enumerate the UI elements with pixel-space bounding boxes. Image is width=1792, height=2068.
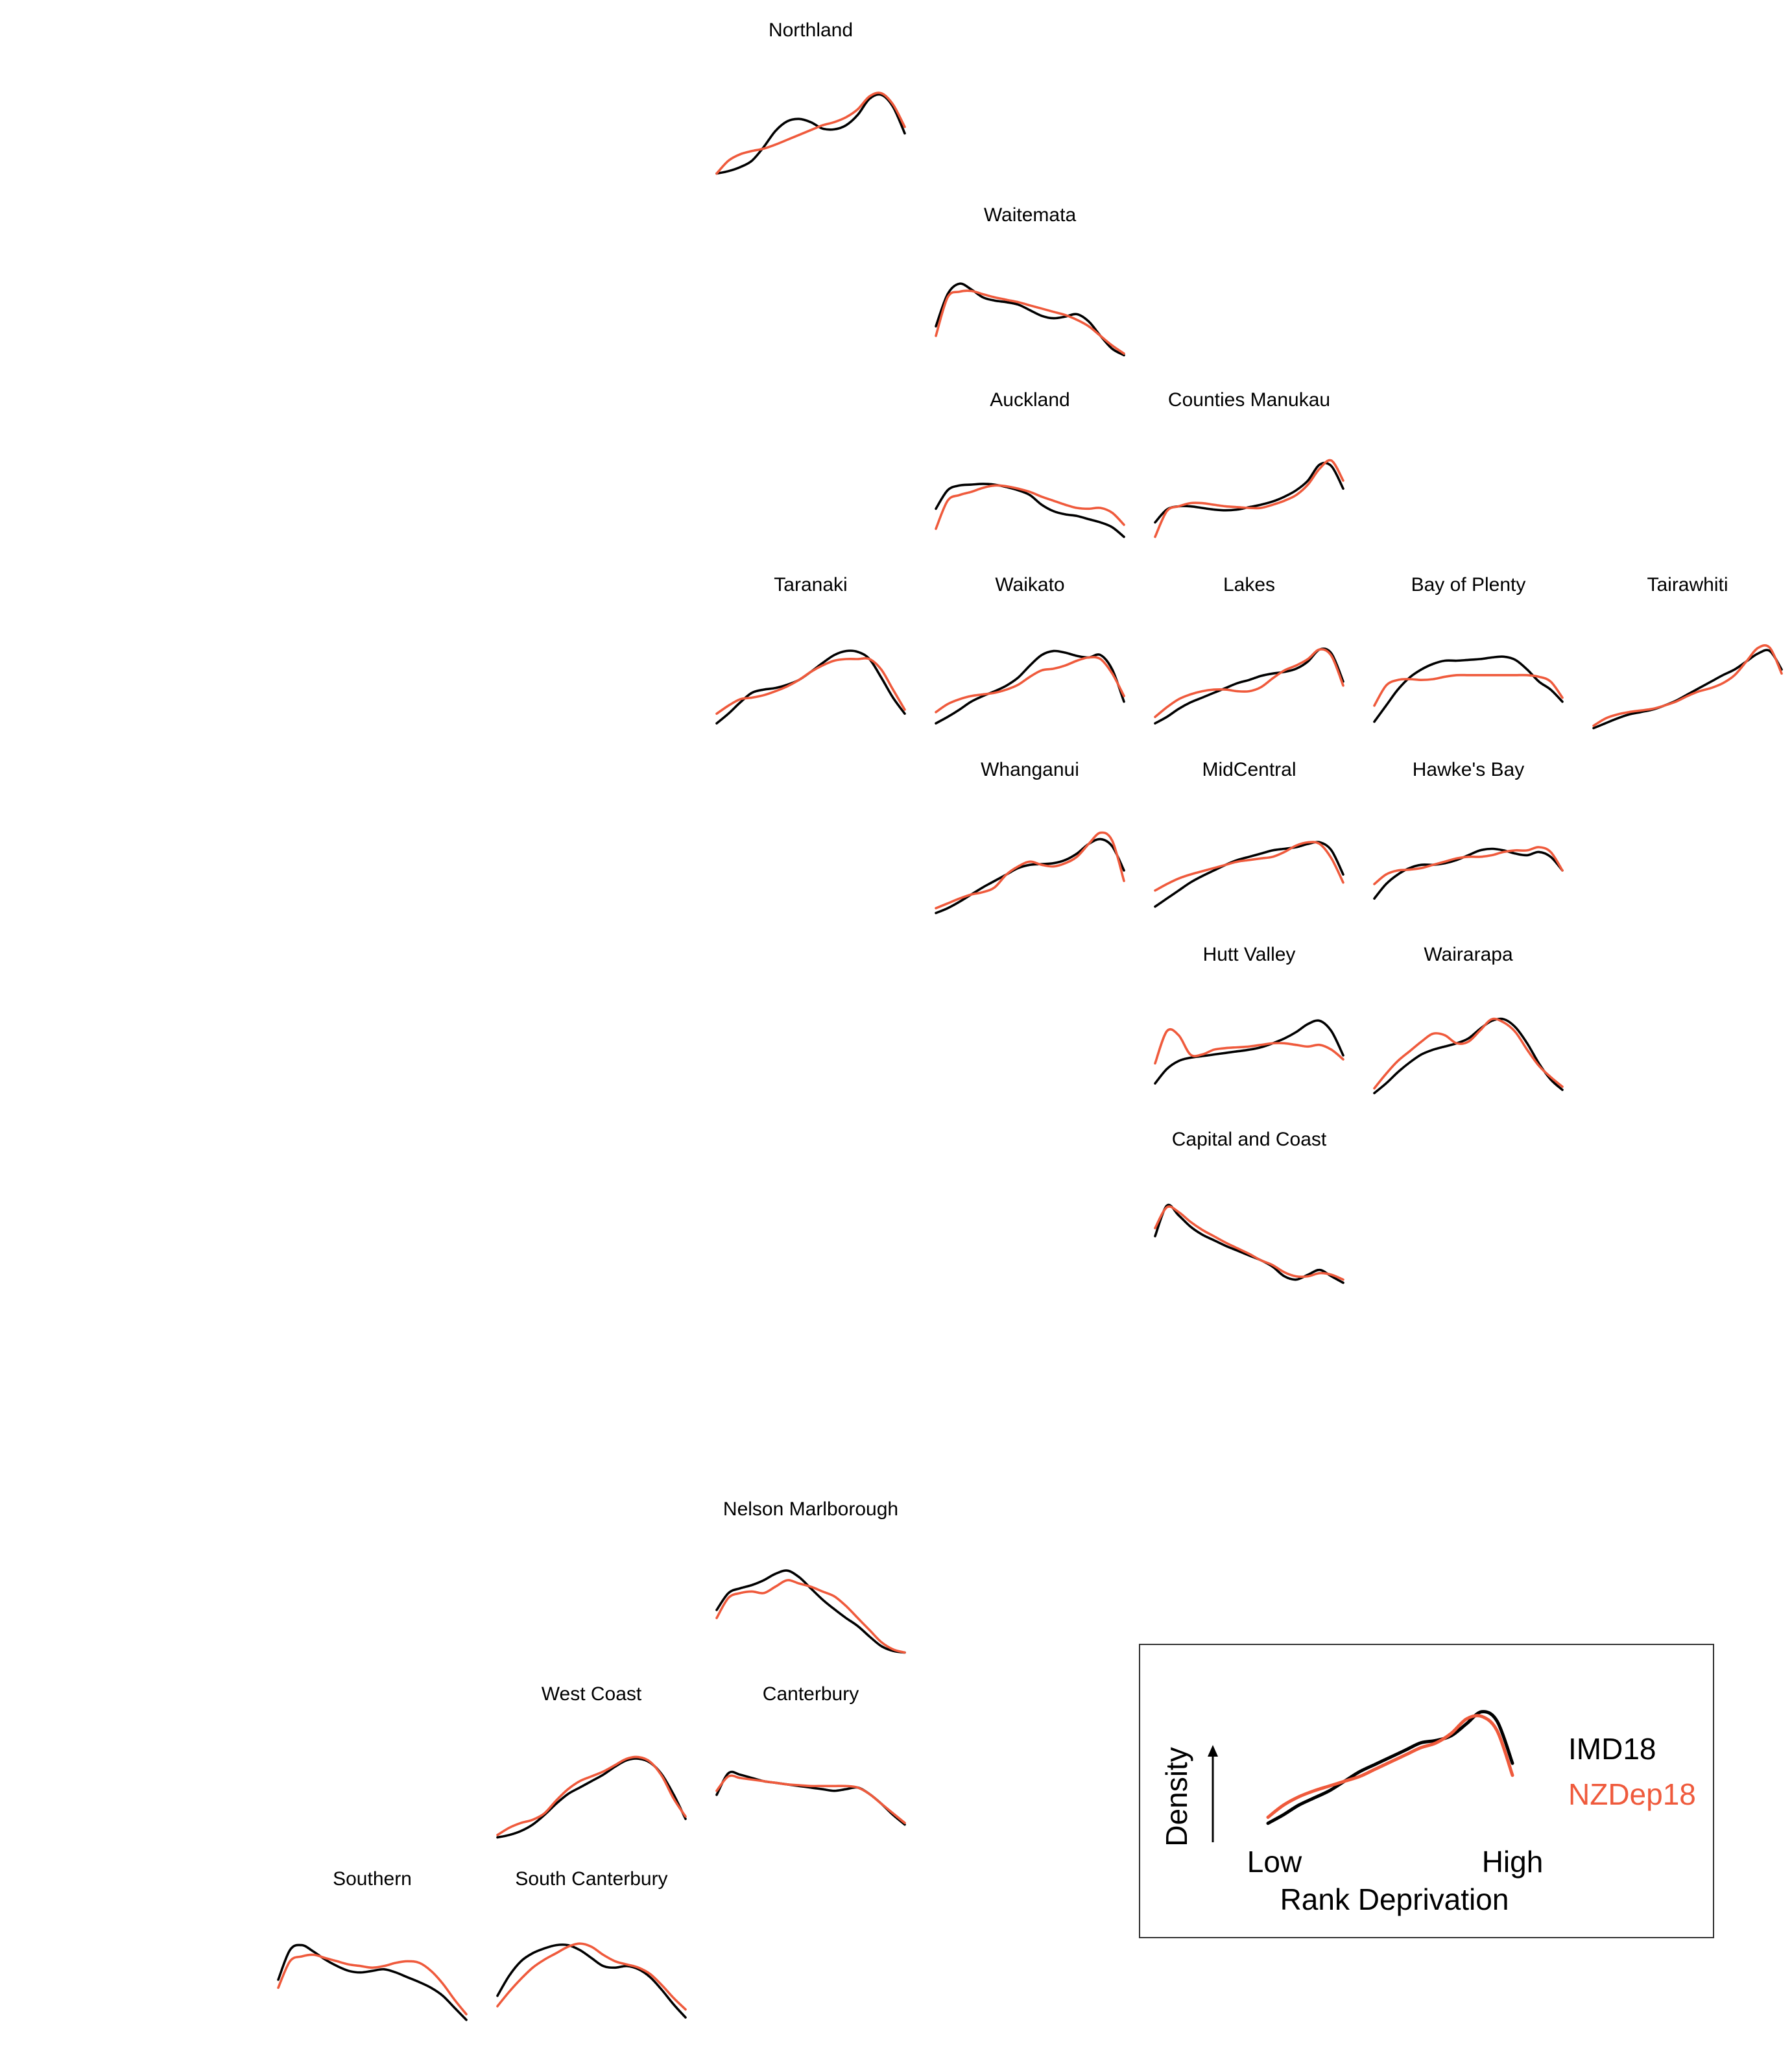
imd18-density-line [277,1943,468,2021]
panel-title: Northland [769,19,853,41]
region-panel: Southern [277,1868,468,2021]
x-axis-label: Rank Deprivation [1280,1882,1509,1916]
region-panel: Bay of Plenty [1373,574,1564,723]
region-panel: Capital and Coast [1154,1129,1344,1284]
region-panel: Nelson Marlborough [715,1498,906,1654]
y-axis-label: Density [1160,1747,1193,1846]
region-panel: Lakes [1154,574,1344,725]
panel-title: Waitemata [984,204,1077,226]
imd18-density-line [1154,1019,1344,1085]
nzdep18-density-line [715,91,906,175]
imd18-density-line [935,837,1125,915]
region-panel: MidCentral [1154,759,1344,908]
region-panel: Tairawhiti [1592,574,1783,730]
imd18-density-line [1373,1017,1564,1094]
x-low-label: Low [1247,1845,1302,1879]
panel-title: Tairawhiti [1647,574,1728,595]
legend-box: Density Low High Rank Deprivation IMD18 … [1139,1644,1714,1938]
panel-title: Auckland [990,389,1069,411]
nzdep18-density-line [1373,846,1564,885]
imd18-density-line [1592,649,1783,730]
nzdep18-density-line [496,1755,687,1836]
panel-title: Nelson Marlborough [723,1498,898,1520]
imd18-density-line [715,1569,906,1654]
imd18-density-line [1373,655,1564,723]
nzdep18-density-line [1154,1028,1344,1065]
legend-imd18-line [1266,1710,1514,1825]
legend-entry-nzdep18: NZDep18 [1568,1777,1696,1811]
nzdep18-density-line [1592,644,1783,727]
region-panel: Wairarapa [1373,944,1564,1094]
imd18-density-line [935,483,1125,538]
region-panel: Hutt Valley [1154,944,1344,1085]
nzdep18-density-line [1373,1017,1564,1090]
region-panel: Taranaki [715,574,906,725]
region-panel: Northland [715,19,906,175]
nzdep18-density-line [715,1579,906,1654]
nzdep18-density-line [1154,459,1344,538]
panel-title: Canterbury [763,1683,859,1705]
panel-title: Capital and Coast [1172,1129,1327,1150]
region-panel: West Coast [496,1683,687,1839]
panels-layer: Northland Waitemata Auckland Counties Manuk… [277,19,1783,2021]
x-high-label: High [1482,1845,1544,1879]
nzdep18-density-line [1154,841,1344,892]
panel-title: Bay of Plenty [1411,574,1526,595]
nzdep18-density-line [1154,1205,1344,1281]
imd18-density-line [715,649,906,725]
nzdep18-density-line [935,831,1125,909]
panel-title: Taranaki [774,574,847,595]
region-panel: Waikato [935,574,1125,725]
panel-title: Waikato [995,574,1064,595]
legend-nzdep18-line [1266,1714,1514,1819]
panel-title: Counties Manukau [1168,389,1330,411]
panel-title: Southern [333,1868,412,1890]
region-panel: Whanganui [935,759,1125,915]
region-panel: Canterbury [715,1683,906,1826]
imd18-density-line [1154,647,1344,725]
region-panel: Auckland [935,389,1125,538]
nzdep18-density-line [715,657,906,715]
nzdep18-density-line [935,484,1125,530]
panel-title: Whanganui [981,759,1079,780]
region-panel: South Canterbury [496,1868,687,2019]
imd18-density-line [1154,841,1344,908]
legend-example-curves [1266,1710,1514,1825]
density-arrow-head [1208,1745,1218,1757]
legend-border [1139,1644,1714,1938]
panel-title: West Coast [542,1683,642,1705]
legend-entry-imd18: IMD18 [1568,1732,1656,1766]
panel-title: MidCentral [1202,759,1296,780]
imd18-density-line [715,93,906,175]
imd18-density-line [935,649,1125,725]
nzdep18-density-line [1373,673,1564,707]
imd18-density-line [1154,1203,1344,1284]
imd18-density-line [935,282,1125,357]
panel-title: Lakes [1223,574,1275,595]
region-panel: Waitemata [935,204,1125,357]
region-panel: Hawke's Bay [1373,759,1564,900]
imd18-density-line [496,1943,687,2019]
nzdep18-density-line [935,656,1125,714]
panel-title: Hawke's Bay [1413,759,1524,780]
nzdep18-density-line [715,1774,906,1824]
nzdep18-density-line [1154,648,1344,718]
imd18-density-line [1154,461,1344,524]
panel-title: Wairarapa [1424,944,1513,965]
panel-title: South Canterbury [515,1868,667,1890]
region-panel: Counties Manukau [1154,389,1344,538]
nzdep18-density-line [277,1953,468,2015]
nzdep18-density-line [496,1942,687,2011]
panel-title: Hutt Valley [1203,944,1296,965]
nzdep18-density-line [935,289,1125,355]
